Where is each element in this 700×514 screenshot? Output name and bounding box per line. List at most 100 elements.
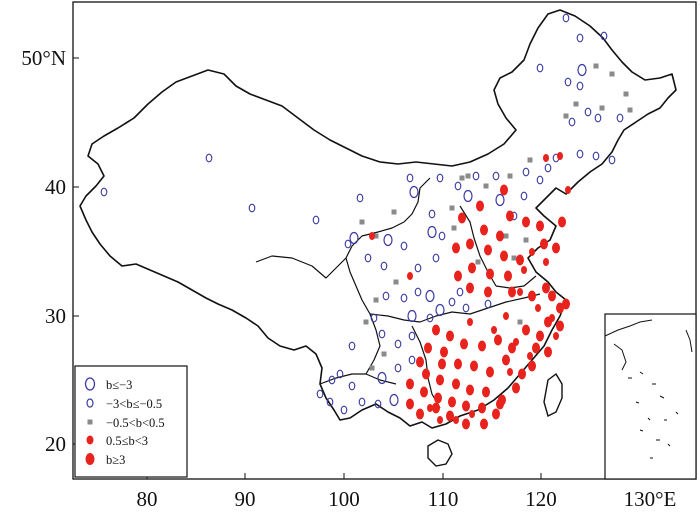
station-marker — [478, 340, 486, 352]
station-marker — [480, 418, 488, 430]
station-marker — [517, 319, 523, 325]
station-marker — [484, 286, 492, 298]
station-marker — [349, 231, 359, 245]
station-marker — [518, 368, 526, 380]
station-marker — [400, 293, 408, 303]
stations-b-le-minus3 — [349, 63, 587, 407]
station-marker — [506, 210, 514, 222]
station-marker — [543, 154, 549, 162]
station-marker — [438, 358, 446, 370]
legend: b≤−3 −3<b≤−0.5 −0.5<b<0.5 0.5≤b<3 b≥3 — [74, 365, 188, 478]
station-marker — [568, 117, 576, 127]
station-marker — [432, 402, 440, 414]
station-marker — [373, 233, 379, 239]
station-marker — [328, 375, 336, 385]
stations-near-zero — [359, 63, 633, 371]
station-marker — [476, 200, 484, 212]
station-marker — [448, 396, 456, 408]
station-marker — [420, 386, 428, 398]
station-marker — [363, 319, 369, 325]
station-marker — [565, 186, 571, 194]
station-marker — [422, 368, 430, 380]
station-marker — [446, 330, 454, 342]
station-marker — [438, 231, 446, 241]
station-marker — [600, 31, 608, 41]
station-marker — [552, 242, 560, 254]
x-tick-label: 90 — [235, 487, 256, 511]
station-marker — [517, 288, 523, 296]
station-marker — [344, 239, 352, 249]
station-marker — [502, 354, 510, 366]
station-marker — [336, 369, 344, 379]
station-marker — [449, 205, 455, 211]
station-marker — [400, 241, 408, 251]
station-marker — [478, 402, 486, 414]
station-marker — [576, 33, 584, 43]
station-marker — [486, 366, 494, 378]
station-marker — [454, 181, 462, 191]
station-marker — [544, 163, 552, 173]
station-marker — [548, 290, 556, 302]
station-marker — [504, 270, 512, 282]
station-marker — [466, 238, 474, 250]
station-marker — [436, 173, 444, 183]
station-marker — [416, 356, 424, 368]
station-marker — [592, 151, 600, 161]
station-marker — [508, 286, 516, 298]
station-marker — [394, 363, 402, 373]
station-marker — [451, 225, 457, 231]
station-marker — [312, 215, 320, 225]
station-marker — [544, 346, 552, 358]
station-marker — [527, 352, 533, 360]
station-marker — [407, 272, 413, 280]
station-marker — [435, 303, 445, 317]
station-marker — [428, 209, 436, 219]
x-tick-label: 80 — [137, 487, 158, 511]
station-marker — [458, 212, 466, 224]
station-marker — [608, 155, 616, 165]
station-marker — [454, 270, 462, 282]
station-marker — [562, 298, 570, 310]
station-marker — [484, 244, 492, 256]
station-marker — [426, 313, 434, 323]
station-marker — [377, 371, 387, 385]
station-marker — [536, 175, 544, 185]
station-marker — [496, 230, 504, 242]
station-marker — [382, 291, 390, 301]
station-marker — [577, 63, 587, 77]
station-marker — [500, 184, 508, 196]
station-marker — [472, 171, 480, 181]
station-marker — [460, 338, 468, 350]
legend-symbol-large-open-circle — [84, 377, 96, 391]
legend-label: b≤−3 — [106, 378, 132, 392]
station-marker — [414, 287, 422, 297]
station-marker — [576, 81, 584, 91]
legend-label: −0.5<b<0.5 — [106, 416, 165, 430]
station-marker — [462, 303, 470, 313]
station-marker — [393, 279, 399, 285]
y-tick-label: 30 — [45, 304, 66, 328]
station-marker — [616, 113, 624, 123]
legend-label: −3<b≤−0.5 — [106, 397, 162, 411]
legend-symbol-small-open-circle — [86, 398, 94, 408]
station-marker — [462, 418, 470, 430]
station-marker — [467, 318, 473, 326]
station-marker — [503, 312, 509, 320]
inset-frame — [604, 313, 697, 480]
station-marker — [469, 410, 475, 418]
legend-symbol-small-red-dot — [86, 435, 94, 445]
station-marker — [316, 389, 324, 399]
station-marker — [527, 157, 533, 163]
x-tick-label: 130°E — [624, 487, 677, 511]
station-marker — [369, 232, 375, 240]
station-marker — [562, 13, 570, 23]
station-marker — [609, 71, 615, 77]
inset-map — [604, 319, 693, 459]
station-marker — [521, 266, 527, 274]
station-marker — [434, 392, 442, 404]
internal-boundaries — [255, 177, 541, 409]
station-marker — [425, 289, 435, 303]
station-marker — [556, 320, 564, 332]
station-marker — [432, 324, 440, 336]
